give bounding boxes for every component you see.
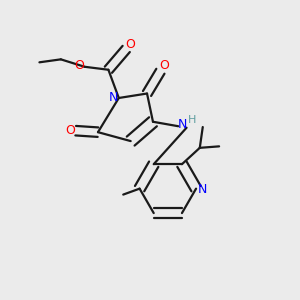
Text: O: O: [65, 124, 75, 136]
Text: N: N: [198, 183, 207, 196]
Text: N: N: [178, 118, 188, 131]
Text: N: N: [109, 91, 118, 103]
Text: O: O: [126, 38, 136, 51]
Text: O: O: [159, 59, 169, 72]
Text: O: O: [74, 59, 84, 72]
Text: H: H: [188, 115, 196, 125]
